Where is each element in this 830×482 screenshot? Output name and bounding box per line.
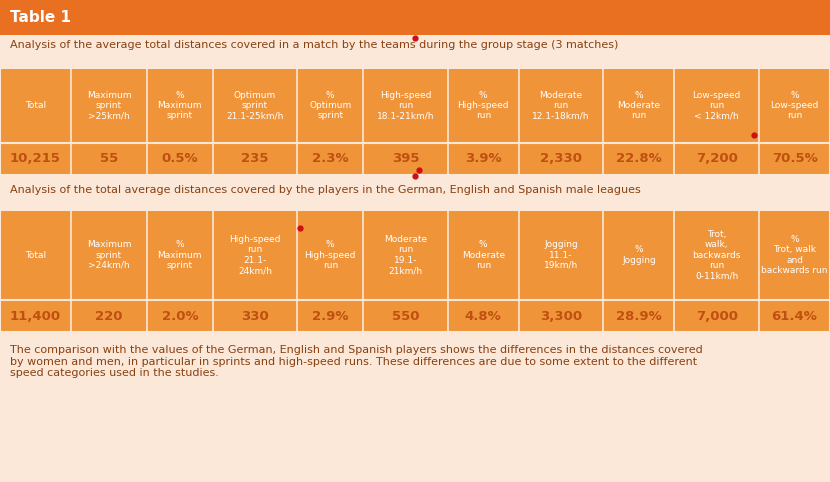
Text: 0.5%: 0.5% [162, 152, 198, 165]
Text: 395: 395 [392, 152, 419, 165]
Text: Low-speed
run
< 12km/h: Low-speed run < 12km/h [692, 91, 741, 120]
FancyBboxPatch shape [0, 143, 830, 175]
Text: %
Moderate
run: % Moderate run [461, 240, 505, 270]
Text: %
Maximum
sprint: % Maximum sprint [158, 91, 202, 120]
Text: 7,200: 7,200 [696, 152, 738, 165]
Text: 235: 235 [242, 152, 269, 165]
Text: 4.8%: 4.8% [465, 309, 501, 322]
Text: Analysis of the total average distances covered by the players in the German, En: Analysis of the total average distances … [10, 185, 641, 195]
Text: 2.9%: 2.9% [312, 309, 349, 322]
Text: 10,215: 10,215 [10, 152, 61, 165]
Text: 2.0%: 2.0% [162, 309, 198, 322]
Text: Total: Total [25, 101, 46, 110]
Text: %
High-speed
run: % High-speed run [457, 91, 509, 120]
Text: Table 1: Table 1 [10, 10, 71, 25]
Text: 7,000: 7,000 [696, 309, 738, 322]
Text: 70.5%: 70.5% [772, 152, 818, 165]
Text: High-speed
run
21.1-
24km/h: High-speed run 21.1- 24km/h [229, 235, 281, 275]
Text: 3,300: 3,300 [540, 309, 582, 322]
Text: High-speed
run
18.1-21km/h: High-speed run 18.1-21km/h [377, 91, 434, 120]
FancyBboxPatch shape [0, 0, 830, 35]
Text: Moderate
run
12.1-18km/h: Moderate run 12.1-18km/h [532, 91, 590, 120]
Text: 22.8%: 22.8% [616, 152, 662, 165]
Text: 3.9%: 3.9% [465, 152, 501, 165]
Text: The comparison with the values of the German, English and Spanish players shows : The comparison with the values of the Ge… [10, 345, 703, 378]
Text: %
Low-speed
run: % Low-speed run [770, 91, 818, 120]
Text: 220: 220 [95, 309, 123, 322]
FancyBboxPatch shape [0, 210, 830, 300]
Text: %
Jogging: % Jogging [622, 245, 656, 265]
Text: %
Trot, walk
and
backwards run: % Trot, walk and backwards run [761, 235, 828, 275]
FancyBboxPatch shape [0, 300, 830, 332]
Text: 28.9%: 28.9% [616, 309, 662, 322]
Text: %
High-speed
run: % High-speed run [305, 240, 356, 270]
Text: Total: Total [25, 251, 46, 259]
Text: Moderate
run
19.1-
21km/h: Moderate run 19.1- 21km/h [384, 235, 427, 275]
Text: Optimum
sprint
21.1-25km/h: Optimum sprint 21.1-25km/h [227, 91, 284, 120]
Text: %
Maximum
sprint: % Maximum sprint [158, 240, 202, 270]
Text: Analysis of the average total distances covered in a match by the teams during t: Analysis of the average total distances … [10, 40, 618, 50]
Text: %
Moderate
run: % Moderate run [618, 91, 661, 120]
Text: 55: 55 [100, 152, 118, 165]
Text: 2,330: 2,330 [540, 152, 582, 165]
Text: Maximum
sprint
>24km/h: Maximum sprint >24km/h [86, 240, 131, 270]
Text: 61.4%: 61.4% [772, 309, 818, 322]
FancyBboxPatch shape [0, 68, 830, 143]
Text: Maximum
sprint
>25km/h: Maximum sprint >25km/h [86, 91, 131, 120]
Text: 2.3%: 2.3% [312, 152, 349, 165]
Text: Trot,
walk,
backwards
run
0-11km/h: Trot, walk, backwards run 0-11km/h [692, 230, 741, 281]
Text: 550: 550 [392, 309, 419, 322]
Text: 11,400: 11,400 [10, 309, 61, 322]
Text: 330: 330 [242, 309, 269, 322]
Text: %
Optimum
sprint: % Optimum sprint [309, 91, 351, 120]
Text: Jogging
11.1-
19km/h: Jogging 11.1- 19km/h [544, 240, 579, 270]
